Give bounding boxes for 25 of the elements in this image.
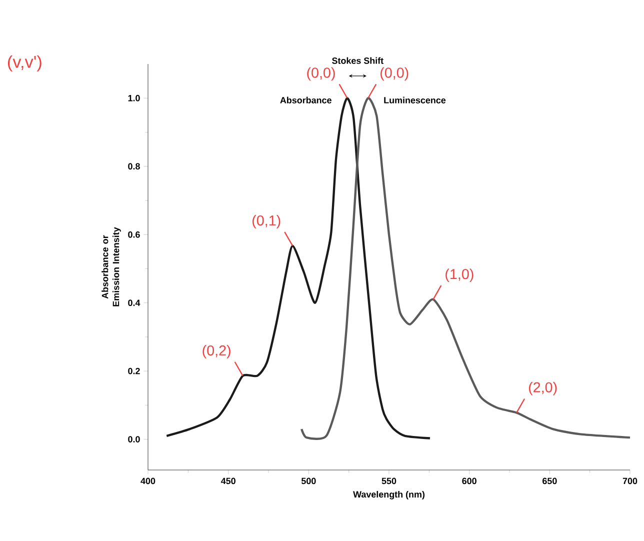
x-tick-label: 600 — [462, 478, 476, 484]
x-tick-label: 550 — [382, 478, 396, 484]
y-tick-label: 0.0 — [128, 436, 140, 442]
annotation: (1,0) — [446, 268, 474, 282]
x-tick-label: 500 — [301, 478, 316, 484]
series-label: Luminescence — [384, 96, 446, 104]
annotation: (0,0) — [380, 67, 408, 81]
x-tick-label: 650 — [542, 478, 557, 484]
x-tick-label: 400 — [140, 478, 156, 484]
y-tick-label: 0.4 — [128, 300, 140, 306]
annotation: (0,2) — [202, 345, 230, 358]
text: Stokes Shift — [332, 57, 384, 64]
y-axis-title: Absorbance or Emission Intensity — [102, 227, 121, 306]
y-tick-label: 0.2 — [128, 368, 140, 374]
text: (v,v') — [8, 55, 42, 72]
x-axis-title: Wavelength (nm) — [353, 490, 425, 500]
annotation: (2,0) — [528, 382, 557, 396]
annotation: (0,0) — [307, 67, 335, 81]
annotation: (0,1) — [252, 215, 280, 228]
y-tick-label: 0.8 — [128, 163, 140, 170]
y-tick-label: 0.6 — [128, 231, 140, 238]
y-tick-label: 1.0 — [128, 94, 140, 102]
series-label: Absorbance — [280, 96, 332, 104]
x-tick-label: 700 — [622, 478, 638, 484]
x-tick-label: 450 — [220, 478, 236, 484]
